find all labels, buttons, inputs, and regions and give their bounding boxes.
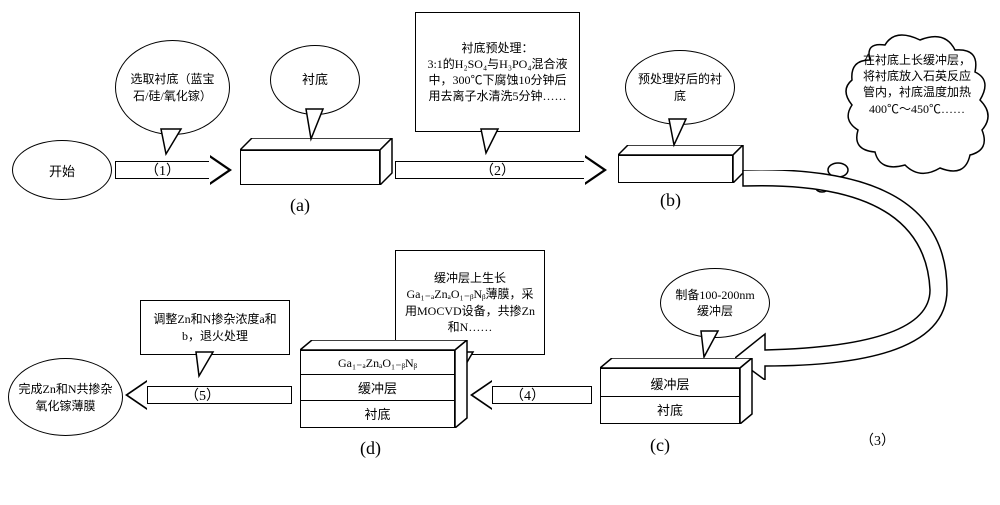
bubble3-text: 衬底预处理： 3:1的H₂SO₄与H₃PO₄混合液中，300℃下腐蚀10分钟后用… — [424, 40, 571, 105]
step-label-5: （5） — [185, 385, 220, 405]
bubble1-text: 选取衬底（蓝宝石/硅/氧化镓） — [126, 71, 219, 103]
node-label-b: (b) — [660, 190, 681, 211]
block-c: 缓冲层 衬底 — [600, 368, 740, 424]
bubble6-text: 制备100-200nm缓冲层 — [671, 287, 759, 319]
c-bottom: 衬底 — [601, 396, 739, 422]
bubble-pretreat: 衬底预处理： 3:1的H₂SO₄与H₃PO₄混合液中，300℃下腐蚀10分钟后用… — [415, 12, 580, 132]
block-b — [618, 155, 733, 183]
d-mid: 缓冲层 — [301, 374, 454, 400]
start-label: 开始 — [49, 161, 75, 180]
bubble4-text: 预处理好后的衬底 — [636, 71, 724, 103]
step-label-4: （4） — [510, 385, 545, 405]
bubble-after-pretreat: 预处理好后的衬底 — [625, 50, 735, 125]
block-a — [240, 150, 380, 185]
step-label-3: （3） — [860, 430, 895, 450]
bubble8-text: 调整Zn和N掺杂浓度a和b，退火处理 — [149, 311, 281, 343]
d-bottom: 衬底 — [301, 400, 454, 426]
arrow-3-curve — [735, 170, 955, 380]
end-label: 完成Zn和N共掺杂氧化镓薄膜 — [15, 380, 116, 414]
bubble7-text: 缓冲层上生长Ga₁₋ₐZnₐO₁₋ᵦNᵦ薄膜，采用MOCVD设备，共掺Zn和N…… — [404, 270, 536, 335]
node-label-a: (a) — [290, 195, 310, 216]
step-label-1: （1） — [145, 160, 180, 180]
end-node: 完成Zn和N共掺杂氧化镓薄膜 — [8, 358, 123, 436]
bubble-buffer-grow: 在衬底上长缓冲层，将衬底放入石英反应管内，衬底温度加热400℃～450℃…… — [840, 20, 990, 180]
node-label-c: (c) — [650, 435, 670, 456]
bubble-buffer-prep: 制备100-200nm缓冲层 — [660, 268, 770, 338]
c-top: 缓冲层 — [601, 371, 739, 396]
bubble2-text: 衬底 — [302, 71, 328, 89]
bubble-anneal: 调整Zn和N掺杂浓度a和b，退火处理 — [140, 300, 290, 355]
bubble-select-substrate: 选取衬底（蓝宝石/硅/氧化镓） — [115, 40, 230, 135]
start-node: 开始 — [12, 140, 112, 200]
node-label-d: (d) — [360, 438, 381, 459]
step-label-2: （2） — [480, 160, 515, 180]
bubble5-text: 在衬底上长缓冲层，将衬底放入石英反应管内，衬底温度加热400℃～450℃…… — [863, 53, 971, 116]
d-top: Ga₁₋ₐZnₐO₁₋ᵦNᵦ — [301, 353, 454, 374]
block-d: Ga₁₋ₐZnₐO₁₋ᵦNᵦ 缓冲层 衬底 — [300, 350, 455, 428]
bubble-substrate: 衬底 — [270, 45, 360, 115]
